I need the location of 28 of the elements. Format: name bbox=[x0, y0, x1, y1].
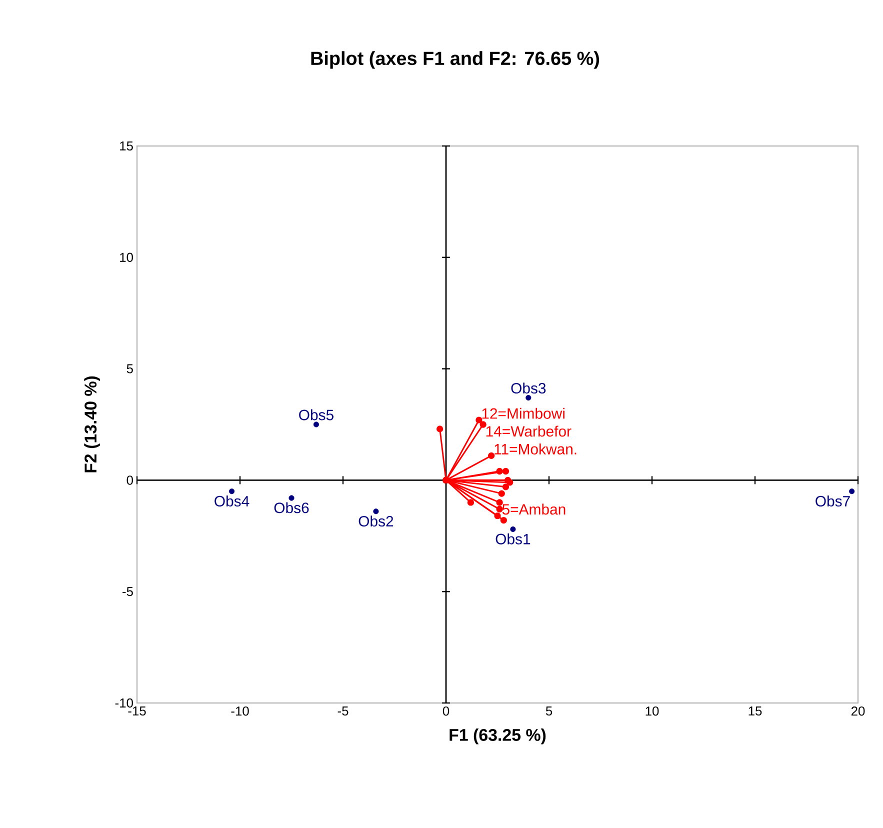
annotation: Obs7 bbox=[816, 496, 850, 506]
annotation: Obs5 bbox=[299, 409, 334, 420]
x-tick-label: -5 bbox=[338, 706, 348, 716]
chart-title: Biplot (axes F1 and F2: 76.65 %) bbox=[311, 51, 600, 69]
annotation: Obs2 bbox=[358, 516, 394, 527]
x-tick-label: 15 bbox=[748, 706, 762, 716]
x-tick-label: 5 bbox=[546, 706, 552, 716]
y-tick-label: 5 bbox=[126, 364, 133, 374]
annotation: Obs3 bbox=[511, 382, 546, 394]
y-tick-label: 15 bbox=[120, 141, 133, 150]
annotation: Obs6 bbox=[274, 502, 309, 514]
x-tick-label: -10 bbox=[231, 706, 249, 716]
annotation: 11=Mokwan. bbox=[494, 444, 576, 454]
annotation: 12=Mimbowi bbox=[482, 408, 564, 419]
x-tick-label: -15 bbox=[128, 706, 146, 716]
x-tick-label: 10 bbox=[646, 706, 659, 716]
y-tick-label: 0 bbox=[126, 476, 133, 485]
annotation: 5=Amban bbox=[502, 504, 566, 515]
x-tick-label: 20 bbox=[851, 706, 865, 716]
y-tick-label: -10 bbox=[115, 698, 133, 708]
y-tick-label: 10 bbox=[120, 252, 133, 262]
x-tick-label: 0 bbox=[442, 706, 450, 716]
x-axis-title: F1 (63.25 %) bbox=[450, 728, 546, 744]
annotation: Obs4 bbox=[214, 496, 250, 506]
annotation: Obs1 bbox=[496, 533, 530, 544]
y-axis-title: F2 (13.40 %) bbox=[84, 376, 100, 472]
annotation: 14=Warbefor bbox=[486, 426, 572, 437]
y-tick-label: -5 bbox=[122, 587, 133, 596]
